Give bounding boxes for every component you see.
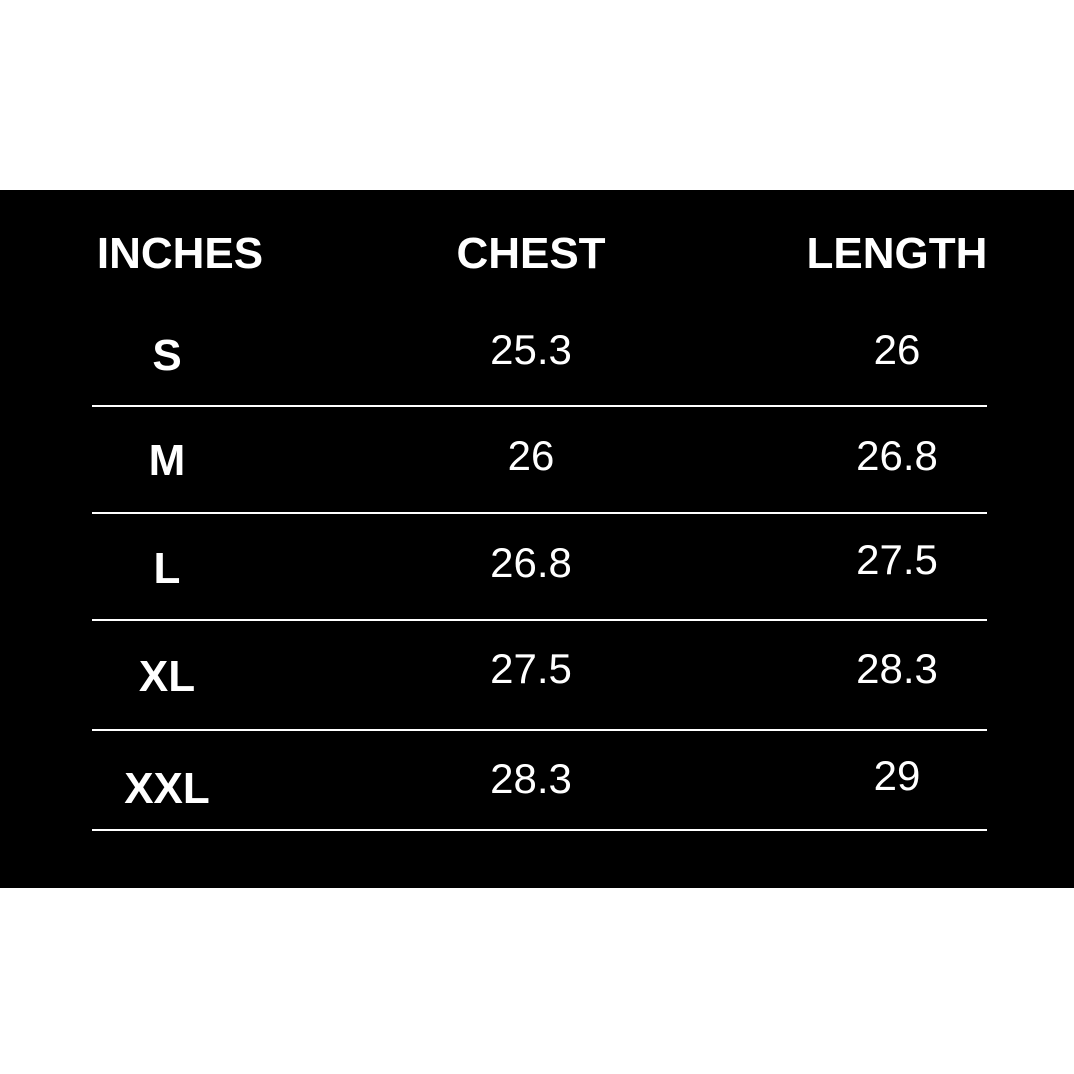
row-size: M bbox=[148, 436, 186, 485]
row-divider bbox=[92, 729, 987, 731]
row-size: S bbox=[152, 331, 182, 380]
row-chest: 28.3 bbox=[490, 755, 572, 802]
row-divider bbox=[92, 512, 987, 514]
row-chest: 26.8 bbox=[490, 539, 572, 586]
row-length: 26 bbox=[873, 326, 921, 373]
row-divider bbox=[92, 405, 987, 407]
row-size: L bbox=[153, 544, 181, 593]
row-length: 29 bbox=[873, 752, 921, 799]
row-chest: 25.3 bbox=[490, 326, 572, 373]
row-chest: 26 bbox=[507, 432, 555, 479]
header-chest: CHEST bbox=[456, 229, 606, 278]
size-chart-panel bbox=[0, 190, 1074, 888]
row-divider bbox=[92, 829, 987, 831]
row-size: XL bbox=[138, 652, 196, 701]
header-inches: INCHES bbox=[96, 229, 264, 278]
row-length: 28.3 bbox=[856, 645, 938, 692]
row-size: XXL bbox=[124, 764, 210, 813]
row-length: 26.8 bbox=[856, 432, 938, 479]
row-chest: 27.5 bbox=[490, 645, 572, 692]
row-divider bbox=[92, 619, 987, 621]
row-length: 27.5 bbox=[856, 536, 938, 583]
header-length: LENGTH bbox=[806, 229, 988, 278]
